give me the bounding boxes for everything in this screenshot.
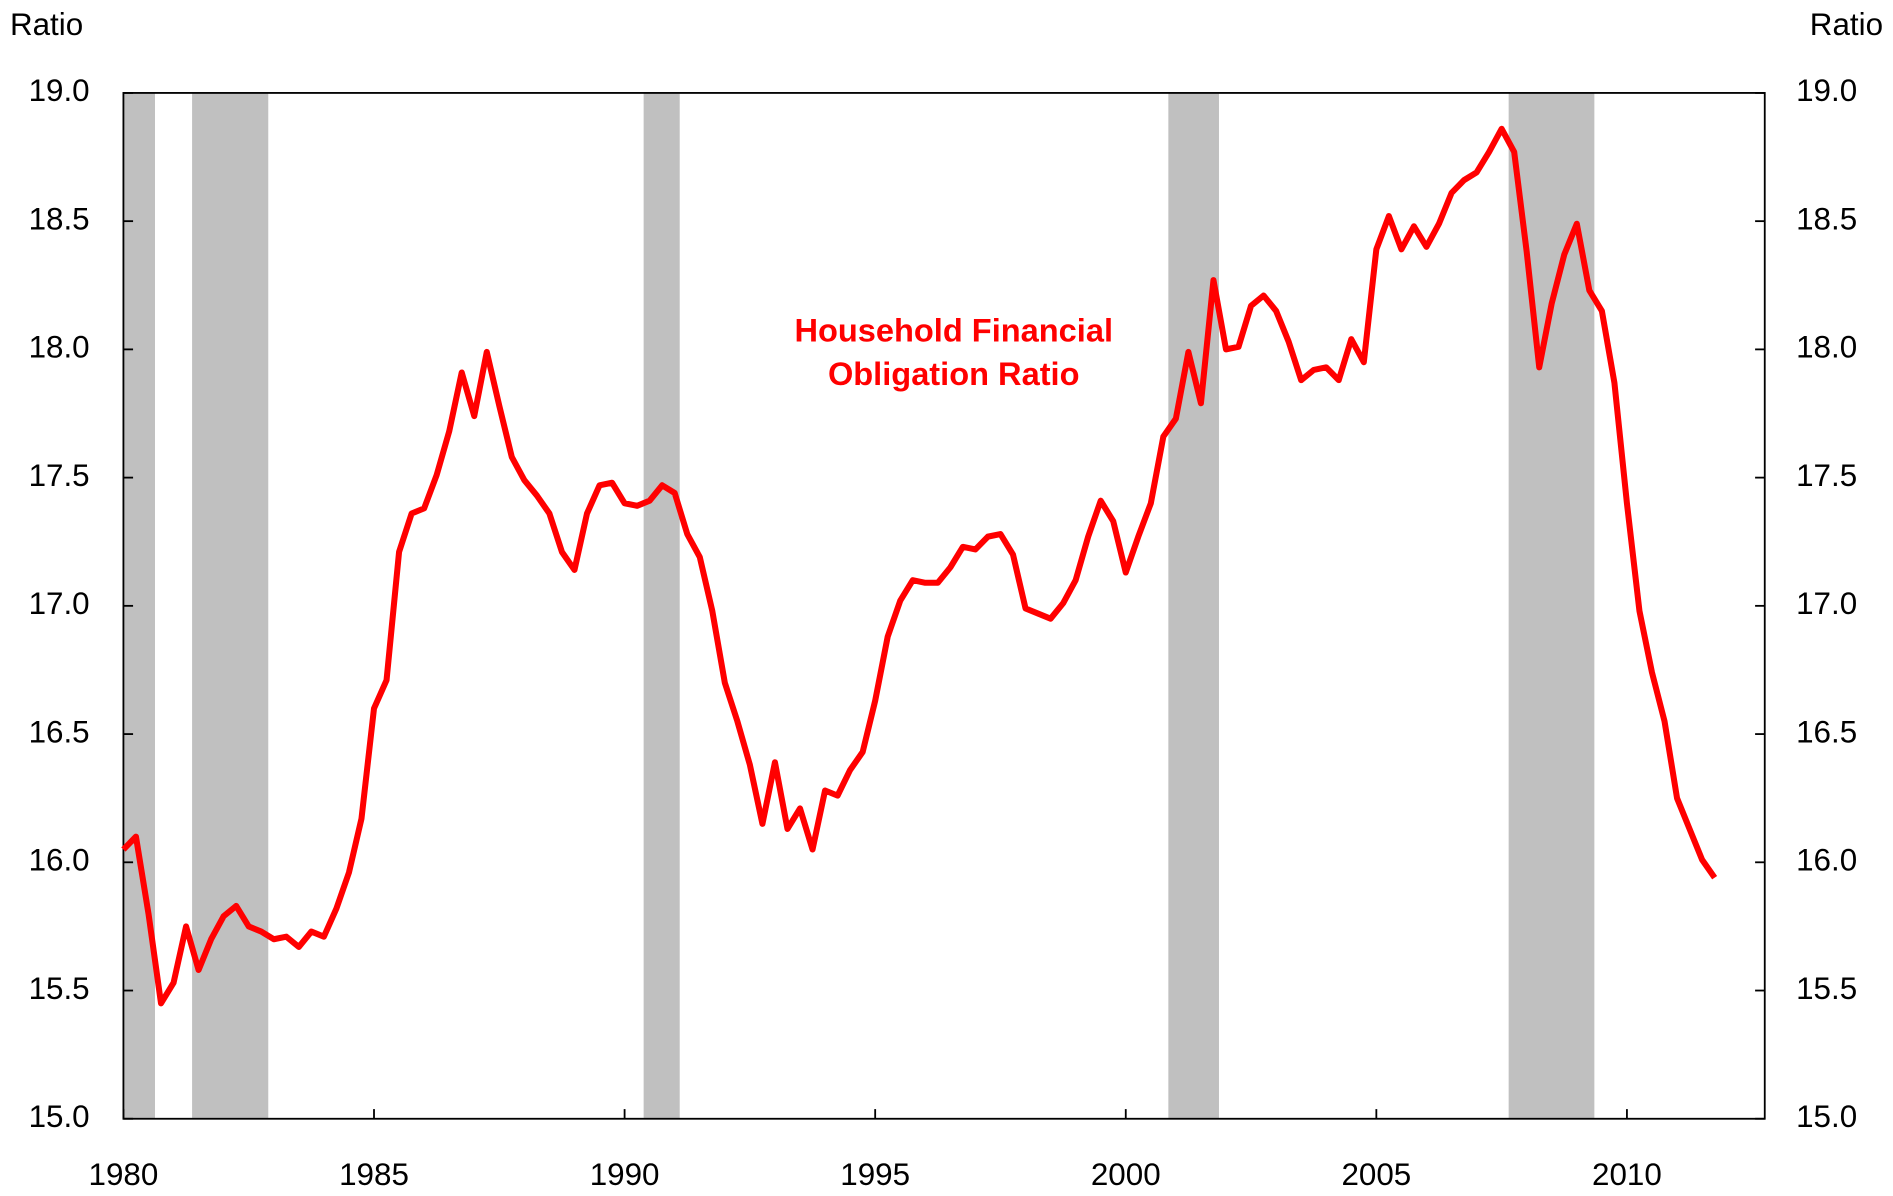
x-tick-label: 2000	[1091, 1157, 1161, 1192]
recession-band	[643, 92, 680, 1119]
y2-tick-label: 16.0	[1796, 843, 1857, 878]
recession-band	[1168, 92, 1219, 1119]
x-tick-label: 1995	[840, 1157, 910, 1192]
y-tick-label: 19.0	[29, 73, 90, 108]
y-tick-label: 16.0	[29, 843, 90, 878]
y2-tick-label: 19.0	[1796, 73, 1857, 108]
y2-tick-label: 18.0	[1796, 330, 1857, 365]
x-tick-label: 2010	[1592, 1157, 1662, 1192]
data-line	[121, 125, 1718, 1007]
x-tick-label: 1980	[89, 1157, 159, 1192]
y2-tick-label: 15.5	[1796, 971, 1857, 1006]
y-tick-label: 15.0	[29, 1099, 90, 1134]
y-tick-label: 15.5	[29, 971, 90, 1006]
y-tick-label: 17.5	[29, 458, 90, 493]
x-tick-label: 2005	[1341, 1157, 1411, 1192]
y-tick-label: 18.5	[29, 201, 90, 236]
x-tick-label: 1990	[590, 1157, 660, 1192]
y-tick-label: 16.5	[29, 714, 90, 749]
y2-tick-label: 17.0	[1796, 586, 1857, 621]
y-axis-label: Ratio	[10, 7, 83, 42]
annotation: Obligation Ratio	[828, 356, 1080, 392]
y-tick-label: 18.0	[29, 330, 90, 365]
annotation: Household Financial	[794, 313, 1113, 349]
y2-tick-label: 15.0	[1796, 1099, 1857, 1134]
x-tick-label: 1985	[339, 1157, 409, 1192]
y-tick-label: 17.0	[29, 586, 90, 621]
y2-axis-label: Ratio	[1810, 7, 1883, 42]
y2-tick-label: 18.5	[1796, 201, 1857, 236]
recession-band	[1508, 92, 1595, 1119]
y2-tick-label: 17.5	[1796, 458, 1857, 493]
y2-tick-label: 16.5	[1796, 714, 1857, 749]
